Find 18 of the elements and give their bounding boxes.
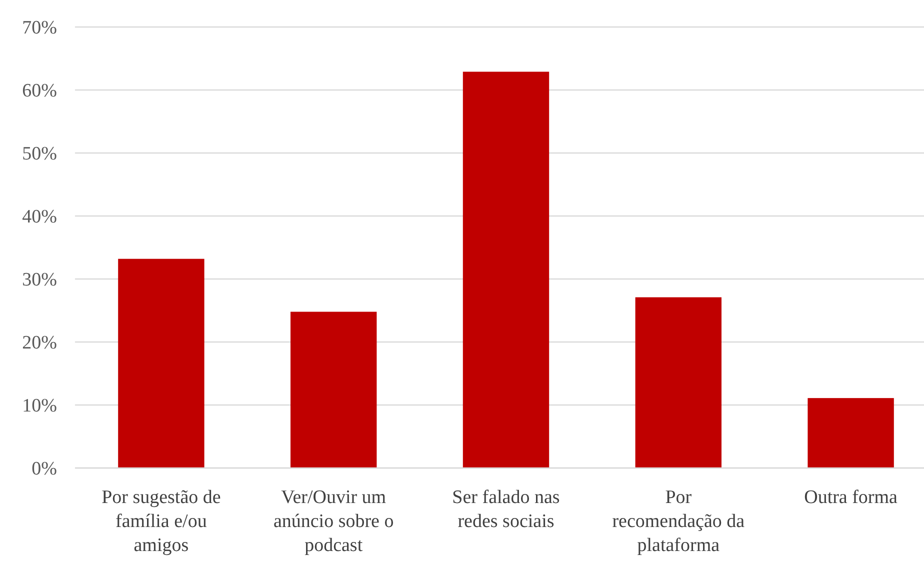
y-tick-label: 10% bbox=[22, 396, 58, 417]
y-tick-label: 70% bbox=[22, 18, 58, 39]
y-tick-label: 20% bbox=[22, 332, 58, 354]
y-tick-label: 0% bbox=[32, 458, 58, 480]
x-tick-label: Ser falado nas redes sociais bbox=[452, 487, 560, 532]
x-tick-label: Por sugestão de família e/ou amigos bbox=[102, 487, 221, 556]
y-tick-label: 60% bbox=[22, 80, 58, 102]
bar bbox=[635, 297, 722, 468]
bar bbox=[290, 312, 377, 468]
bar bbox=[808, 398, 894, 468]
y-tick-label: 50% bbox=[22, 144, 58, 165]
x-tick-label: Ver/Ouvir um anúncio sobre o podcast bbox=[273, 487, 394, 556]
x-tick-label: Outra forma bbox=[804, 487, 898, 508]
bar bbox=[462, 72, 550, 468]
x-tick-label: Por recomendação da plataforma bbox=[612, 487, 746, 556]
y-tick-label: 30% bbox=[22, 270, 58, 291]
y-tick-label: 40% bbox=[22, 206, 58, 228]
bar bbox=[118, 258, 204, 468]
